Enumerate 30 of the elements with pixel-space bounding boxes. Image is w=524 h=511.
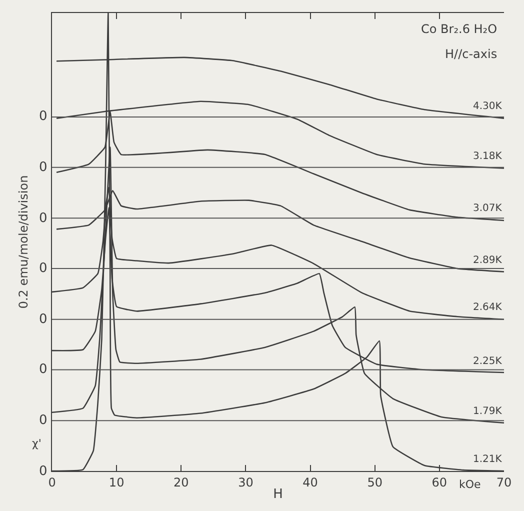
text: 0 [39,464,48,479]
text: 0 [39,312,48,327]
text: 0 [39,211,48,226]
x-tick-label: 10 [108,475,124,490]
x-tick-label: 70 [496,475,512,490]
series-label: 2.89K [473,255,502,266]
x-tick-label: 50 [367,475,382,490]
text: H//c-axis [445,47,498,61]
x-tick-label: 40 [302,475,318,490]
text: Co Br₂.6 H₂O [421,22,498,36]
series-label: 1.21K [473,454,502,465]
x-tick-label: 30 [238,475,254,490]
x-tick-label: 20 [174,475,189,490]
text: 0 [39,261,48,276]
text: kOe [459,478,482,491]
text: χ' [32,437,42,450]
text: 0 [39,362,48,377]
y-axis-title: 0.2 emu/mole/division [16,175,30,309]
series-label: 2.64K [473,302,502,313]
x-axis-title: H [273,487,283,502]
x-tick-label: 0 [48,475,56,490]
series-label: 3.07K [473,203,502,214]
x-tick-label: 60 [432,475,448,490]
series-label: 4.30K [473,101,502,112]
text: 0 [39,109,48,124]
text: 0 [39,413,48,428]
series-label: 2.25K [473,356,502,367]
text: 0 [39,160,48,175]
series-label: 1.79K [473,406,502,417]
series-label: 3.18K [473,151,502,162]
